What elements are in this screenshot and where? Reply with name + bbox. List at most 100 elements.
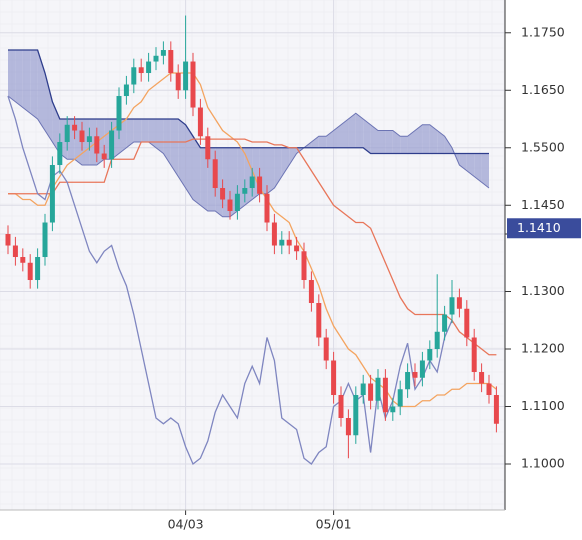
candle-body bbox=[146, 61, 152, 74]
cloud bbox=[37, 50, 45, 131]
candle-body bbox=[405, 372, 411, 390]
candle-body bbox=[456, 297, 462, 309]
candle-body bbox=[449, 297, 455, 315]
candle-body bbox=[471, 337, 477, 373]
candle-body bbox=[20, 257, 26, 263]
candle-body bbox=[353, 395, 359, 436]
candle-body bbox=[183, 61, 189, 91]
candle-body bbox=[375, 377, 381, 401]
cloud bbox=[474, 153, 482, 183]
cloud bbox=[126, 119, 134, 148]
candle-body bbox=[212, 159, 218, 189]
cloud bbox=[30, 50, 38, 120]
candle-body bbox=[412, 372, 418, 378]
candle-body bbox=[493, 395, 499, 424]
cloud bbox=[318, 136, 327, 148]
candle-body bbox=[257, 176, 263, 194]
candle-body bbox=[116, 96, 122, 131]
candle-body bbox=[86, 136, 92, 143]
span-b-line bbox=[8, 49, 489, 155]
candle-body bbox=[64, 124, 70, 143]
cloud bbox=[341, 119, 349, 148]
cloud bbox=[363, 119, 371, 154]
cloud bbox=[8, 50, 16, 102]
last-price-box bbox=[507, 218, 581, 239]
cloud bbox=[22, 50, 31, 114]
candle-body bbox=[227, 199, 233, 212]
candle-body bbox=[368, 383, 374, 401]
candle-body bbox=[123, 84, 129, 97]
candle-body bbox=[308, 280, 314, 304]
candle-body bbox=[138, 67, 144, 74]
cloud bbox=[141, 119, 149, 143]
cloud bbox=[185, 124, 193, 200]
last-price-label: 1.1410 bbox=[517, 220, 561, 235]
candle-body bbox=[464, 308, 470, 338]
cloud bbox=[400, 136, 408, 154]
cloud bbox=[133, 119, 142, 143]
candle-body bbox=[442, 314, 448, 332]
candle-body bbox=[109, 130, 115, 160]
y-tick-label: 1.1450 bbox=[521, 197, 565, 212]
candle-body bbox=[49, 165, 55, 223]
candle-body bbox=[286, 239, 292, 246]
candle-body bbox=[397, 389, 403, 407]
y-tick-label: 1.1000 bbox=[521, 456, 565, 471]
indicator-line bbox=[8, 138, 497, 356]
span-a-line bbox=[7, 95, 490, 218]
candle-body bbox=[338, 395, 344, 419]
candle-body bbox=[153, 55, 159, 62]
cloud bbox=[274, 147, 282, 189]
candle-body bbox=[35, 257, 41, 281]
cloud bbox=[422, 124, 430, 154]
plot-area bbox=[0, 0, 505, 510]
candle-body bbox=[220, 188, 226, 200]
candle-body bbox=[190, 61, 196, 108]
candle-body bbox=[419, 360, 425, 378]
cloud bbox=[45, 73, 53, 143]
candle-body bbox=[390, 406, 396, 413]
cloud bbox=[170, 119, 179, 177]
cloud bbox=[385, 130, 393, 154]
cloud bbox=[407, 130, 415, 154]
candle-body bbox=[131, 67, 137, 85]
cloud bbox=[52, 101, 60, 154]
candle-body bbox=[486, 383, 492, 396]
cloud bbox=[348, 113, 356, 148]
candle-body bbox=[434, 331, 440, 350]
candle-body bbox=[271, 222, 277, 246]
cloud bbox=[415, 124, 423, 154]
candle-body bbox=[264, 193, 270, 223]
candle-body bbox=[279, 239, 285, 246]
cloud bbox=[178, 119, 186, 189]
cloud bbox=[326, 130, 334, 148]
y-tick-label: 1.1300 bbox=[521, 283, 565, 298]
candle-body bbox=[160, 50, 166, 56]
x-tick-label: 05/01 bbox=[316, 517, 352, 532]
cloud bbox=[193, 136, 201, 206]
candle-body bbox=[316, 303, 322, 338]
candle-body bbox=[27, 262, 33, 281]
cloud bbox=[392, 130, 401, 154]
cloud bbox=[437, 130, 445, 154]
candle-body bbox=[345, 418, 351, 436]
cloud bbox=[156, 119, 164, 154]
candle-body bbox=[249, 176, 255, 189]
candle-body bbox=[197, 107, 203, 137]
candle-body bbox=[331, 360, 337, 396]
candle-body bbox=[72, 124, 78, 131]
candle-body bbox=[42, 222, 48, 258]
cloud bbox=[355, 113, 364, 148]
candle-body bbox=[79, 130, 85, 143]
candle-body bbox=[168, 50, 174, 74]
candle-body bbox=[94, 136, 100, 154]
cloud bbox=[378, 130, 386, 154]
cloud bbox=[333, 124, 341, 148]
candle-body bbox=[175, 73, 181, 91]
cloud bbox=[200, 147, 208, 212]
cloud bbox=[444, 136, 452, 154]
cloud bbox=[311, 136, 319, 148]
cloud bbox=[370, 124, 378, 154]
y-tick-label: 1.1750 bbox=[521, 24, 565, 39]
